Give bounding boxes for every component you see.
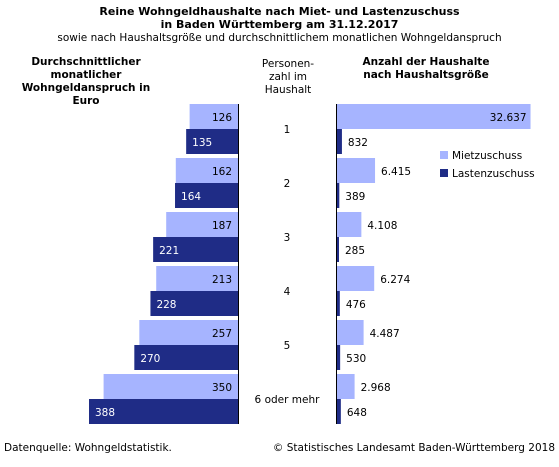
right-bar-mietzuschuss (337, 104, 531, 129)
right-label-mietzuschuss: 2.968 (361, 382, 391, 394)
right-bar-mietzuschuss (337, 158, 376, 183)
left-label-mietzuschuss: 350 (212, 382, 232, 394)
left-label-lastenzuschuss: 388 (95, 407, 115, 419)
persons-header-line: zahl im (268, 71, 307, 83)
left-bar-lastenzuschuss (150, 291, 238, 316)
chart-title-line2: in Baden Württemberg am 31.12.2017 (160, 18, 399, 31)
legend-item-lastenzuschuss: Lastenzuschuss (440, 167, 535, 181)
category-label: 4 (284, 286, 291, 298)
right-label-lastenzuschuss: 530 (346, 353, 366, 365)
right-bar-lastenzuschuss (337, 183, 340, 208)
right-header-line: Anzahl der Haushalte (362, 56, 490, 68)
left-bar-lastenzuschuss (153, 237, 238, 262)
persons-header: Personen- zahl im Haushalt (238, 58, 338, 97)
legend-swatch-mietzuschuss (440, 151, 448, 159)
legend-label: Lastenzuschuss (452, 168, 535, 180)
legend-swatch-lastenzuschuss (440, 169, 448, 177)
left-label-mietzuschuss: 126 (212, 112, 232, 124)
right-panel-header: Anzahl der Haushalte nach Haushaltsgröße (336, 56, 516, 82)
right-label-mietzuschuss: 6.415 (381, 166, 411, 178)
chart-subtitle: sowie nach Haushaltsgröße und durchschni… (57, 32, 502, 44)
right-label-mietzuschuss: 6.274 (380, 274, 410, 286)
left-bar-mietzuschuss (139, 320, 238, 345)
legend-item-mietzuschuss: Mietzuschuss (440, 149, 522, 163)
left-label-mietzuschuss: 187 (212, 220, 232, 232)
left-bar-mietzuschuss (166, 212, 238, 237)
category-label: 6 oder mehr (255, 394, 321, 406)
right-label-mietzuschuss: 4.108 (367, 220, 397, 232)
right-label-lastenzuschuss: 832 (348, 137, 368, 149)
left-bar-lastenzuschuss (175, 183, 238, 208)
left-panel-header: Durchschnittlicher monatlicher Wohngelda… (0, 56, 172, 108)
right-label-mietzuschuss: 4.487 (370, 328, 400, 340)
right-label-mietzuschuss: 32.637 (490, 112, 527, 124)
persons-header-line: Personen- (261, 58, 315, 70)
category-label: 5 (284, 340, 291, 352)
right-label-lastenzuschuss: 389 (345, 191, 365, 203)
left-bar-mietzuschuss (156, 266, 238, 291)
left-label-mietzuschuss: 213 (212, 274, 232, 286)
left-bar-lastenzuschuss (186, 129, 238, 154)
right-bar-lastenzuschuss (337, 129, 342, 154)
legend-label: Mietzuschuss (452, 150, 523, 162)
category-label: 1 (284, 124, 291, 136)
right-bar-mietzuschuss (337, 374, 355, 399)
left-label-mietzuschuss: 162 (212, 166, 232, 178)
right-bar-lastenzuschuss (337, 291, 340, 316)
chart-title-line1: Reine Wohngeldhaushalte nach Miet- und L… (99, 5, 460, 18)
left-label-lastenzuschuss: 221 (159, 245, 179, 257)
left-label-lastenzuschuss: 228 (156, 299, 176, 311)
right-label-lastenzuschuss: 476 (346, 299, 366, 311)
left-header-line: Euro (72, 95, 100, 107)
footer-copyright: © Statistisches Landesamt Baden-Württemb… (272, 442, 555, 454)
left-label-lastenzuschuss: 164 (181, 191, 201, 203)
left-bar-mietzuschuss (103, 374, 238, 399)
left-header-line: monatlicher Wohngeldanspruch in (21, 69, 151, 94)
persons-header-line: Haushalt (264, 84, 312, 96)
right-bar-lastenzuschuss (337, 237, 339, 262)
left-label-lastenzuschuss: 270 (140, 353, 160, 365)
right-label-lastenzuschuss: 648 (347, 407, 367, 419)
left-label-lastenzuschuss: 135 (192, 137, 212, 149)
right-header-line: nach Haushaltsgröße (363, 69, 489, 81)
right-bar-lastenzuschuss (337, 399, 341, 424)
right-bar-mietzuschuss (337, 320, 364, 345)
left-bar-mietzuschuss (189, 104, 238, 129)
footer-source: Datenquelle: Wohngeldstatistik. (4, 442, 172, 454)
right-bar-lastenzuschuss (337, 345, 341, 370)
category-label: 2 (284, 178, 291, 190)
left-label-mietzuschuss: 257 (212, 328, 232, 340)
right-label-lastenzuschuss: 285 (345, 245, 365, 257)
right-bar-mietzuschuss (337, 212, 362, 237)
left-bar-lastenzuschuss (134, 345, 238, 370)
category-label: 3 (284, 232, 291, 244)
left-bar-lastenzuschuss (89, 399, 239, 424)
left-header-line: Durchschnittlicher (31, 56, 141, 68)
right-bar-mietzuschuss (337, 266, 375, 291)
left-bar-mietzuschuss (175, 158, 238, 183)
